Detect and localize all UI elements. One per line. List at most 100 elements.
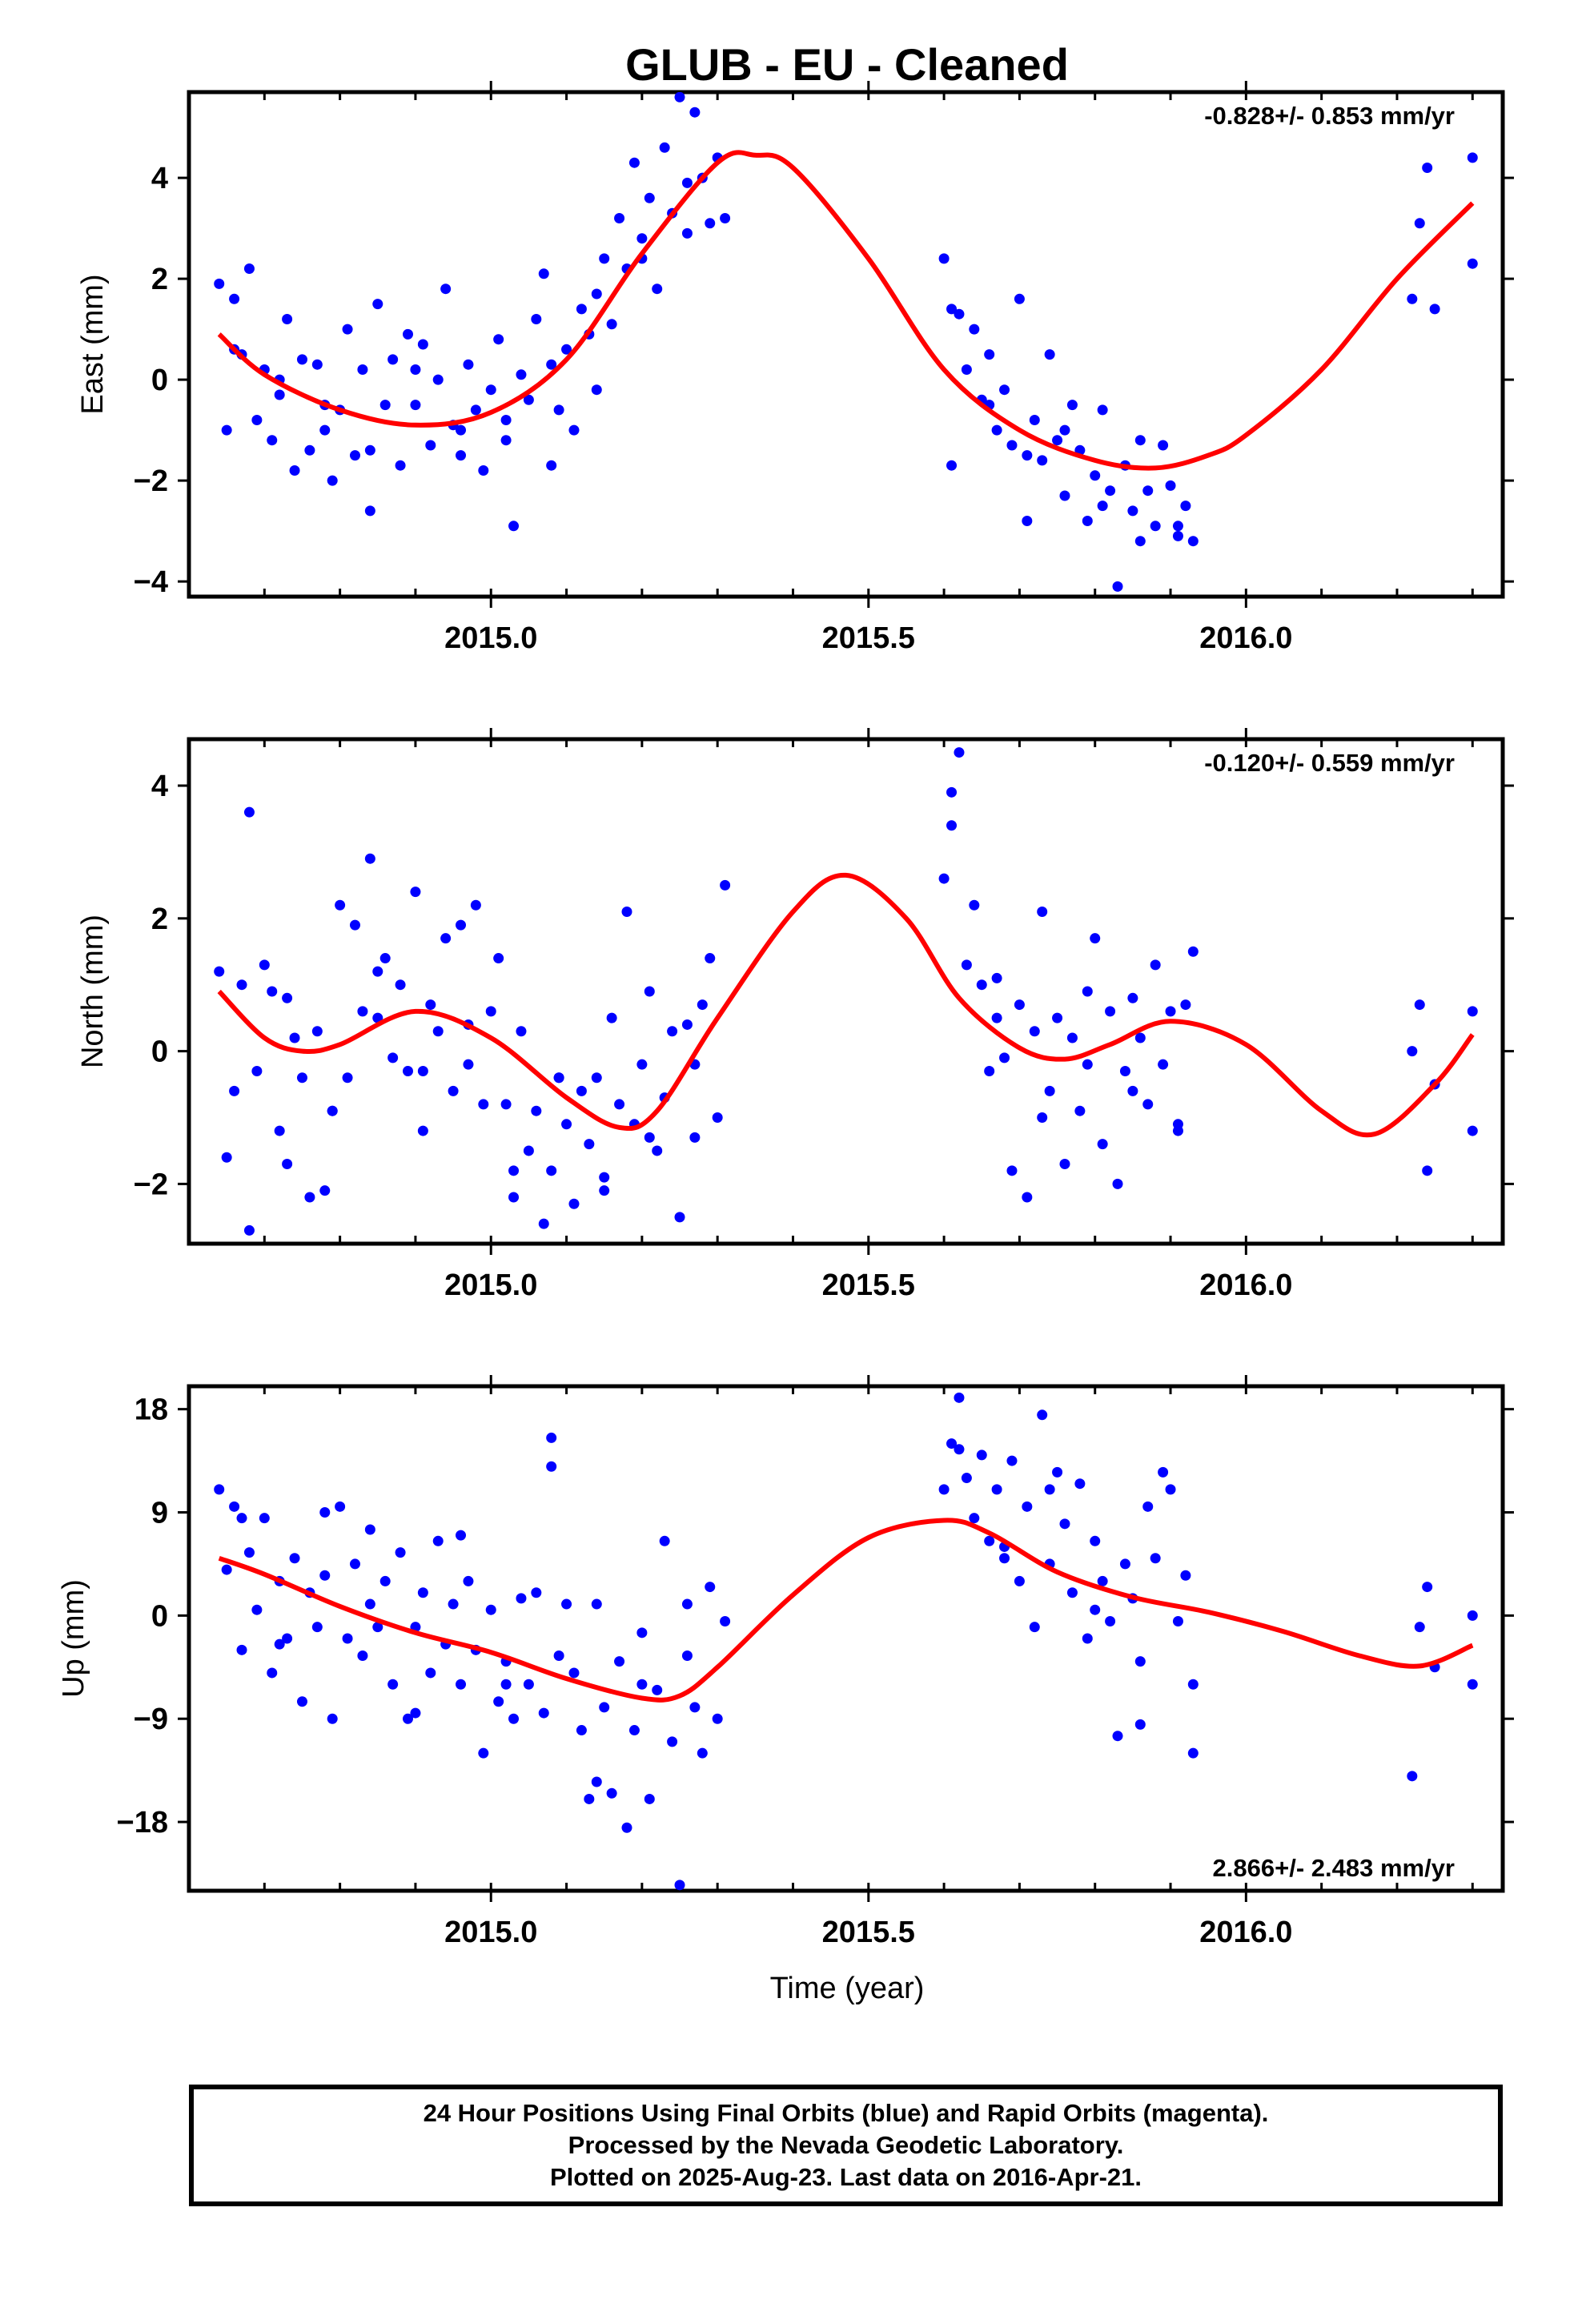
north-data-point [1066,1032,1078,1043]
north-data-point [493,953,504,964]
east-data-point [568,424,580,436]
up-data-point [1119,1558,1130,1570]
up-data-point [606,1787,617,1799]
up-y-tick-label: 9 [151,1497,168,1530]
east-y-tick-label: −2 [134,464,168,498]
east-rate-text: -0.828+/- 0.853 mm/yr [1204,102,1455,130]
up-data-point [229,1501,240,1512]
up-data-point [553,1650,564,1661]
east-data-point [946,460,958,471]
north-data-point [946,820,958,831]
north-data-point [1172,1119,1183,1130]
north-data-point [282,1159,293,1170]
north-y-tick-label: 4 [151,770,168,803]
east-data-point [720,213,731,223]
north-data-point [417,1125,428,1136]
up-data-point [349,1558,360,1570]
up-data-point [614,1656,625,1667]
east-data-point [342,324,353,335]
up-data-point [1014,1575,1025,1586]
up-data-point [1059,1518,1070,1530]
up-data-point [342,1633,353,1644]
north-data-point [705,953,716,964]
east-data-point [1044,349,1055,360]
east-data-point [705,218,716,229]
up-data-point [568,1667,580,1679]
east-data-point [1158,440,1169,451]
east-model-fit-line [217,150,1475,471]
east-data-point [1180,501,1191,512]
north-data-point [538,1218,549,1229]
up-data-point [1029,1622,1040,1633]
footer-line-1: 24 Hour Positions Using Final Orbits (bl… [423,2099,1269,2127]
north-data-point [644,986,655,997]
north-data-point [667,1026,678,1037]
up-data-point [938,1484,950,1495]
up-data-point [463,1575,474,1586]
east-data-point [493,334,504,345]
up-data-point [372,1622,383,1633]
up-data-point [289,1553,300,1564]
north-data-point [357,1006,368,1017]
east-data-point [1022,516,1033,526]
north-data-point [364,853,375,864]
up-data-point [319,1570,331,1581]
north-data-point [991,1012,1002,1023]
north-data-point [410,887,421,898]
up-data-point [1422,1582,1433,1593]
east-data-point [478,465,489,476]
north-data-point [606,1012,617,1023]
east-data-point [1150,521,1161,532]
up-y-tick-label: 0 [151,1599,168,1633]
north-y-tick-label: 2 [151,903,168,936]
north-data-point [395,979,406,991]
up-data-point [214,1484,225,1495]
north-data-point [403,1065,413,1076]
up-data-point [357,1650,368,1661]
up-data-point [379,1575,391,1586]
east-data-point [403,328,413,340]
north-data-point [440,933,452,944]
east-data-point [938,253,950,264]
north-data-point [1407,1046,1418,1057]
up-y-tick-label: −18 [117,1806,168,1839]
north-data-point [432,1026,444,1037]
east-data-point [243,263,255,274]
east-data-point [1105,485,1116,497]
east-data-point [561,344,572,355]
east-data-point [221,424,232,436]
up-data-point [1074,1478,1086,1490]
north-data-point [720,879,731,891]
up-data-point [1158,1466,1169,1478]
up-data-point [493,1696,504,1707]
up-data-point [395,1547,406,1558]
east-data-point [364,505,375,517]
north-data-point [1105,1006,1116,1017]
north-data-point [508,1192,520,1203]
up-x-tick-label: 2015.5 [822,1916,915,1949]
east-data-point [614,213,625,223]
east-data-point [1059,490,1070,501]
east-data-point [1082,516,1093,526]
east-data-point [327,475,338,486]
up-data-point [1467,1679,1478,1690]
east-data-point [387,354,399,365]
up-data-point [236,1644,247,1655]
up-data-point [1467,1610,1478,1621]
up-data-point [531,1587,542,1598]
up-data-point [681,1598,693,1610]
east-data-point [991,424,1002,436]
north-frame [187,737,1505,1246]
north-data-point [1014,999,1025,1011]
north-data-point [599,1185,610,1196]
north-data-point [463,1059,474,1070]
up-data-group [214,1392,1478,1891]
up-data-point [236,1513,247,1524]
east-data-point [456,450,467,461]
north-data-point [243,1224,255,1236]
east-data-point [410,400,421,411]
up-data-point [1172,1616,1183,1627]
east-data-point [553,404,564,416]
north-x-tick-label: 2015.0 [444,1269,537,1302]
